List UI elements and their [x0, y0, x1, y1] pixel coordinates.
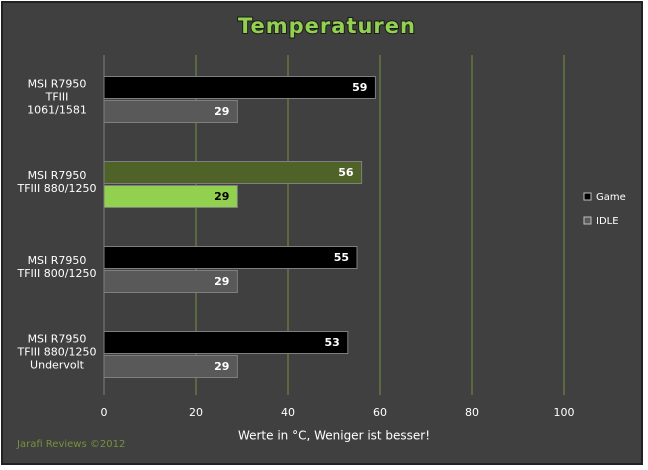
value-label: 29: [214, 190, 229, 203]
y-tick-label: TFIII 880/1250: [17, 182, 97, 195]
bar: [103, 161, 363, 184]
x-tick-label: 0: [101, 406, 108, 419]
x-axis-label: Werte in °C, Weniger ist besser!: [238, 429, 430, 443]
bar: [103, 246, 358, 269]
x-tick-label: 20: [189, 406, 203, 419]
chart-title: Temperaturen: [238, 14, 416, 38]
x-tick-label: 40: [281, 406, 295, 419]
y-tick-label: 1061/1581: [27, 104, 87, 117]
value-label: 29: [214, 105, 229, 118]
bar: [103, 76, 376, 99]
y-tick-label: Undervolt: [30, 359, 85, 372]
footer: Jarafi Reviews ©2012: [16, 439, 125, 450]
value-label: 29: [214, 360, 229, 373]
x-tick-label: 100: [554, 406, 575, 419]
y-tick-label: TFIII 880/1250: [17, 346, 97, 359]
bar: [103, 270, 238, 293]
bar: [103, 100, 238, 123]
chart-background: [1, 1, 643, 465]
legend-swatch: [583, 192, 592, 201]
x-tick-label: 60: [373, 406, 387, 419]
value-label: 29: [214, 275, 229, 288]
y-tick-label: TFIII 800/1250: [17, 267, 97, 280]
legend-label: IDLE: [596, 216, 619, 227]
y-tick-label: MSI R7950: [28, 254, 87, 267]
value-label: 59: [352, 81, 367, 94]
y-tick-label: TFIII: [45, 91, 69, 104]
bar: [103, 355, 238, 378]
bar: [103, 185, 238, 208]
value-label: 53: [324, 336, 339, 349]
y-tick-label: MSI R7950: [28, 333, 87, 346]
bar: [103, 331, 349, 354]
value-label: 56: [338, 166, 354, 179]
value-label: 55: [334, 251, 349, 264]
legend-label: Game: [596, 192, 626, 203]
y-tick-label: MSI R7950: [28, 169, 87, 182]
y-tick-label: MSI R7950: [28, 78, 87, 91]
legend-swatch: [583, 216, 592, 225]
x-tick-label: 80: [465, 406, 479, 419]
